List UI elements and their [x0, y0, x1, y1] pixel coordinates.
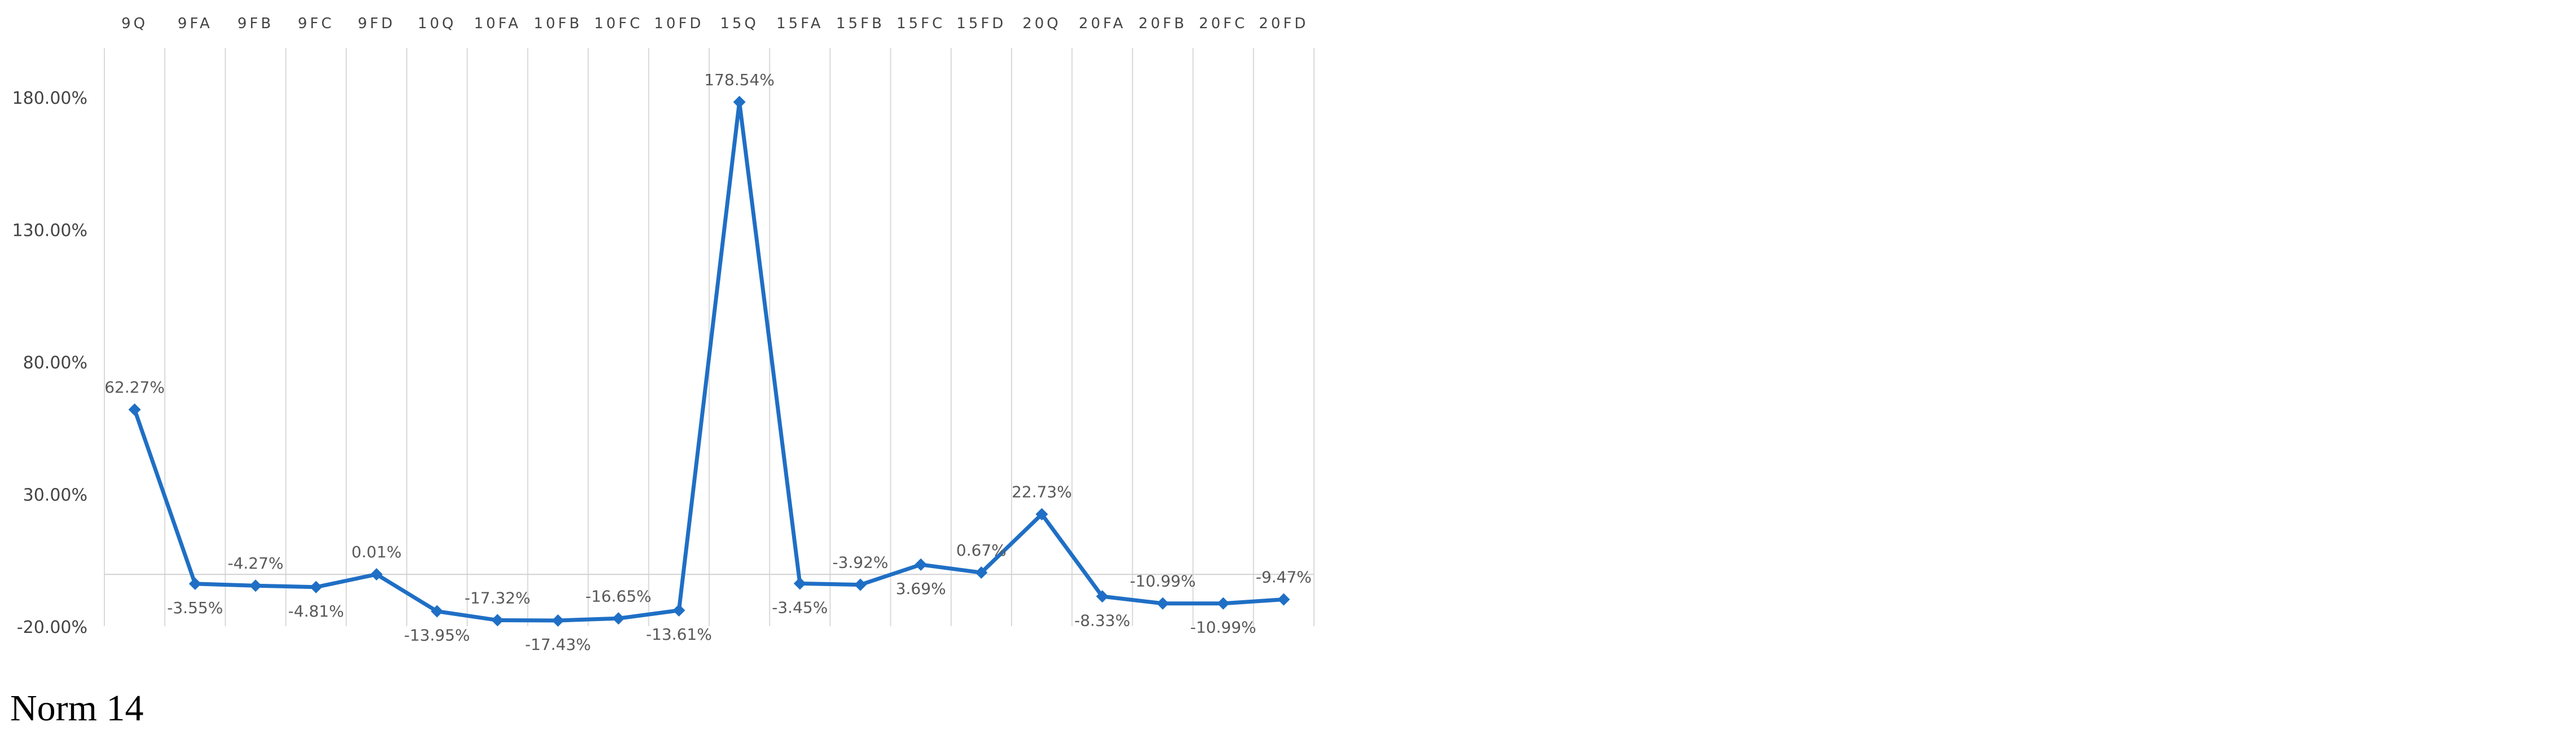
data-point-marker — [491, 614, 504, 627]
data-point-marker — [249, 579, 262, 592]
data-label: -3.45% — [772, 598, 828, 617]
x-tick-label: 15FB — [836, 15, 885, 32]
data-label: -10.99% — [1130, 572, 1196, 591]
data-point-marker — [612, 612, 625, 625]
figure-caption: Norm 14 — [10, 688, 144, 729]
x-tick-label: 9FA — [178, 15, 213, 32]
x-tick-label: 9FD — [358, 15, 395, 32]
data-label: 22.73% — [1012, 483, 1072, 501]
data-label: -17.32% — [464, 588, 530, 607]
data-label: -13.61% — [646, 625, 712, 644]
x-tick-label: 20FC — [1199, 15, 1247, 32]
x-tick-label: 10FA — [474, 15, 521, 32]
data-label: -4.81% — [288, 602, 344, 621]
series-line — [133, 100, 1284, 623]
x-tick-label: 10FD — [654, 15, 704, 32]
x-tick-label: 15Q — [720, 15, 759, 32]
data-label: -3.55% — [167, 599, 223, 617]
data-point-marker — [793, 577, 806, 590]
data-label: -4.27% — [227, 554, 283, 573]
data-markers — [128, 95, 1290, 627]
data-label: 0.01% — [351, 543, 402, 561]
x-tick-label: 15FD — [956, 15, 1006, 32]
x-tick-label: 15FA — [776, 15, 823, 32]
data-point-marker — [854, 578, 867, 591]
data-label: -13.95% — [404, 626, 470, 645]
data-point-marker — [552, 614, 564, 627]
x-tick-label: 10FB — [534, 15, 582, 32]
data-point-marker — [1096, 590, 1109, 603]
x-tick-label: 20FA — [1079, 15, 1126, 32]
data-label: 3.69% — [896, 579, 946, 598]
x-tick-label: 20Q — [1022, 15, 1061, 32]
series-polyline — [133, 100, 1284, 623]
data-point-marker — [975, 566, 988, 579]
data-label: -8.33% — [1074, 611, 1130, 630]
data-label: 62.27% — [104, 378, 165, 397]
x-tick-label: 15FC — [896, 15, 945, 32]
x-axis-labels: 9Q 9FA 9FB 9FC 9FD 10Q 10FA 10FB 10FC 10FD 15Q 15FA… — [121, 15, 1308, 32]
x-tick-label: 20FD — [1259, 15, 1308, 32]
y-axis-labels: -20.00% 30.00% 80.00% 130.00% 180.00% — [12, 89, 87, 637]
x-tick-label: 10FC — [594, 15, 643, 32]
data-label: 0.67% — [956, 541, 1006, 560]
y-tick-label: 130.00% — [12, 221, 87, 241]
x-tick-label: 9Q — [121, 15, 148, 32]
line-chart: 9Q 9FA 9FB 9FC 9FD 10Q 10FA 10FB 10FC 10FD 15Q 15FA… — [12, 15, 1315, 654]
data-point-marker — [128, 403, 141, 416]
y-tick-label: 180.00% — [12, 89, 87, 108]
data-point-marker — [1277, 593, 1290, 606]
data-point-marker — [672, 604, 685, 617]
x-tick-label: 9FC — [298, 15, 335, 32]
data-point-marker — [1157, 597, 1169, 610]
data-point-marker — [915, 558, 927, 571]
data-labels: 62.27% -3.55% -4.27% -4.81% 0.01% -13.95% -17.… — [104, 71, 1312, 654]
x-tick-label: 9FB — [238, 15, 274, 32]
data-label: -10.99% — [1190, 618, 1256, 637]
data-point-marker — [733, 95, 746, 108]
y-tick-label: 30.00% — [23, 486, 87, 505]
data-point-marker — [1035, 508, 1048, 521]
data-label: 178.54% — [704, 71, 775, 89]
data-label: -3.92% — [832, 553, 888, 572]
y-tick-label: -20.00% — [17, 618, 87, 637]
data-label: -9.47% — [1256, 568, 1312, 587]
grid-lines — [104, 48, 1315, 626]
x-tick-label: 10Q — [417, 15, 456, 32]
y-tick-label: 80.00% — [23, 353, 87, 373]
data-point-marker — [188, 577, 201, 590]
data-point-marker — [430, 605, 443, 618]
data-point-marker — [1217, 597, 1230, 610]
data-label: -17.43% — [525, 635, 591, 654]
data-point-marker — [310, 580, 323, 593]
data-label: -16.65% — [586, 587, 652, 605]
x-tick-label: 20FB — [1138, 15, 1187, 32]
data-point-marker — [370, 568, 383, 581]
